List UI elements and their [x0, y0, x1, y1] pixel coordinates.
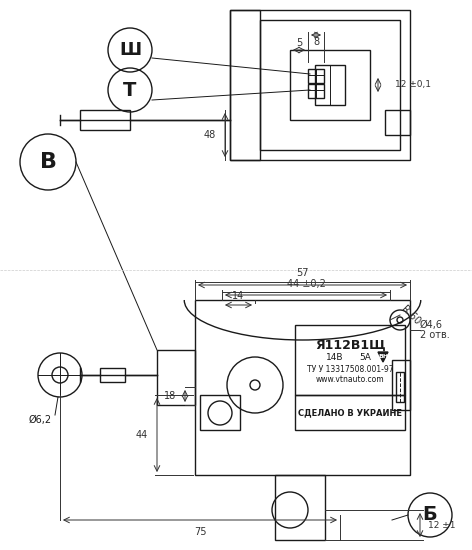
Text: 12 ±0,1: 12 ±0,1: [395, 80, 431, 90]
Text: www.vtnauto.com: www.vtnauto.com: [316, 375, 384, 383]
Text: 2 отв.: 2 отв.: [420, 330, 450, 340]
Bar: [100, 368, 125, 382]
Text: Ш: Ш: [119, 41, 141, 59]
Text: ВН: ВН: [378, 354, 388, 359]
Text: 8: 8: [313, 37, 319, 47]
Text: Ø6,2: Ø6,2: [28, 415, 51, 425]
Text: 14: 14: [232, 291, 244, 301]
Bar: [308, 84, 324, 98]
Text: 5А: 5А: [359, 353, 371, 361]
Text: 57: 57: [296, 268, 308, 278]
Bar: [295, 395, 405, 430]
Text: 5: 5: [296, 38, 302, 48]
Bar: [260, 20, 400, 150]
Polygon shape: [378, 352, 388, 362]
Text: 12 ±1: 12 ±1: [428, 520, 455, 530]
Bar: [80, 110, 130, 130]
Bar: [157, 350, 195, 405]
Bar: [385, 110, 410, 135]
Bar: [392, 360, 410, 410]
Text: В: В: [40, 152, 57, 172]
Text: ТУ У 13317508.001-97: ТУ У 13317508.001-97: [307, 366, 393, 375]
Text: Т: Т: [123, 80, 137, 100]
Bar: [295, 325, 405, 395]
Bar: [396, 372, 404, 402]
Bar: [230, 10, 260, 160]
Text: СДЕЛАНО В УКРАИНЕ: СДЕЛАНО В УКРАИНЕ: [298, 409, 402, 417]
Bar: [308, 69, 324, 83]
Text: 18: 18: [164, 391, 176, 401]
Text: Ø4,6: Ø4,6: [420, 320, 443, 330]
Text: 48: 48: [204, 130, 216, 140]
Bar: [200, 395, 240, 430]
Text: Б: Б: [422, 505, 438, 525]
Bar: [195, 300, 410, 475]
Bar: [290, 50, 370, 120]
Text: Я112В1Щ: Я112В1Щ: [315, 338, 385, 351]
Bar: [230, 10, 410, 160]
Text: 14В: 14В: [326, 353, 344, 361]
Text: 75: 75: [194, 527, 206, 537]
Text: 44: 44: [136, 430, 148, 440]
Bar: [275, 475, 325, 540]
Text: 44 ±0,2: 44 ±0,2: [287, 279, 325, 289]
Text: R 60: R 60: [400, 304, 423, 326]
Bar: [315, 65, 345, 105]
